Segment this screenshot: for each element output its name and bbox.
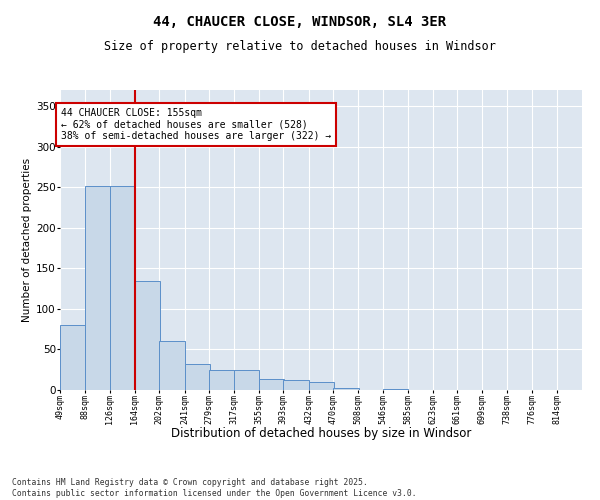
Bar [60, 325, 85, 390]
Bar [308, 382, 334, 390]
Bar [334, 388, 359, 390]
Text: 44 CHAUCER CLOSE: 155sqm
← 62% of detached houses are smaller (528)
38% of semi-: 44 CHAUCER CLOSE: 155sqm ← 62% of detach… [61, 108, 332, 141]
Bar [259, 380, 284, 390]
Bar [134, 280, 160, 390]
Bar [383, 389, 408, 390]
Text: Contains HM Land Registry data © Crown copyright and database right 2025.
Contai: Contains HM Land Registry data © Crown c… [12, 478, 416, 498]
Bar [110, 186, 136, 390]
Bar [85, 186, 110, 390]
Bar [160, 342, 185, 390]
Y-axis label: Number of detached properties: Number of detached properties [22, 158, 32, 322]
Bar [234, 370, 259, 390]
Bar [209, 370, 235, 390]
Bar [185, 364, 210, 390]
Text: 44, CHAUCER CLOSE, WINDSOR, SL4 3ER: 44, CHAUCER CLOSE, WINDSOR, SL4 3ER [154, 15, 446, 29]
X-axis label: Distribution of detached houses by size in Windsor: Distribution of detached houses by size … [171, 427, 471, 440]
Text: Size of property relative to detached houses in Windsor: Size of property relative to detached ho… [104, 40, 496, 53]
Bar [283, 380, 308, 390]
